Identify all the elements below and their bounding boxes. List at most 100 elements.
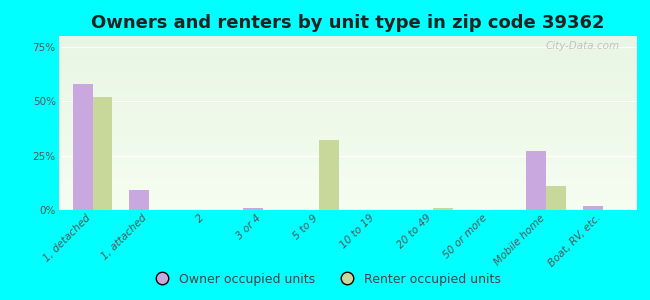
Bar (58, 167, 637, 168)
Bar (58, 168, 637, 170)
Bar (58, 201, 637, 203)
Bar (58, 92, 637, 93)
Bar (58, 175, 637, 177)
Bar (58, 179, 637, 180)
Bar (58, 40, 637, 41)
Bar (92, 97, 112, 210)
Bar (58, 206, 637, 208)
Bar (58, 144, 637, 146)
Bar (58, 146, 637, 147)
Bar (58, 196, 637, 198)
Bar (58, 88, 637, 90)
Bar (58, 140, 637, 142)
Bar (58, 125, 637, 127)
Bar (58, 200, 637, 201)
Bar (58, 67, 637, 69)
Title: Owners and renters by unit type in zip code 39362: Owners and renters by unit type in zip c… (91, 14, 604, 32)
Bar (58, 107, 637, 109)
Bar (58, 55, 637, 57)
Bar (58, 180, 637, 182)
Bar (58, 43, 637, 45)
Bar (58, 194, 637, 196)
Bar (58, 203, 637, 205)
Bar (58, 48, 637, 50)
Bar (546, 186, 566, 210)
Bar (58, 186, 637, 188)
Bar (58, 64, 637, 66)
Bar (58, 158, 637, 160)
Bar (58, 41, 637, 43)
Bar (58, 127, 637, 128)
Bar (58, 139, 637, 140)
Bar (58, 73, 637, 74)
Bar (58, 60, 637, 62)
Bar (58, 97, 637, 99)
Bar (319, 140, 339, 210)
Bar (58, 173, 637, 175)
Bar (58, 153, 637, 154)
Bar (58, 172, 637, 173)
Bar (58, 100, 637, 102)
Bar (73, 84, 92, 210)
Bar (58, 112, 637, 114)
Bar (58, 193, 637, 194)
Bar (583, 206, 603, 210)
Bar (58, 104, 637, 106)
Bar (58, 208, 637, 210)
Bar (58, 62, 637, 64)
Bar (526, 151, 546, 210)
Bar (58, 69, 637, 71)
Bar (58, 128, 637, 130)
Bar (58, 161, 637, 163)
Bar (58, 119, 637, 121)
Bar (58, 38, 637, 40)
Bar (58, 134, 637, 135)
Bar (58, 83, 637, 85)
Bar (58, 50, 637, 52)
Bar (58, 111, 637, 112)
Bar (58, 80, 637, 81)
Bar (58, 160, 637, 161)
Bar (58, 85, 637, 86)
Bar (58, 46, 637, 48)
Bar (58, 163, 637, 165)
Bar (58, 86, 637, 88)
Bar (58, 57, 637, 58)
Bar (58, 95, 637, 97)
Bar (58, 149, 637, 151)
Bar (58, 118, 637, 119)
Bar (58, 66, 637, 67)
Text: City-Data.com: City-Data.com (545, 41, 619, 51)
Bar (58, 130, 637, 132)
Bar (58, 93, 637, 95)
Bar (58, 142, 637, 144)
Bar (58, 170, 637, 172)
Bar (58, 198, 637, 200)
Bar (58, 177, 637, 179)
Bar (58, 156, 637, 158)
Legend: Owner occupied units, Renter occupied units: Owner occupied units, Renter occupied un… (144, 268, 506, 291)
Bar (58, 71, 637, 73)
Bar (58, 58, 637, 60)
Bar (58, 123, 637, 125)
Bar (58, 52, 637, 53)
Bar (58, 53, 637, 55)
Bar (58, 116, 637, 118)
Bar (129, 190, 150, 210)
Bar (58, 147, 637, 149)
Bar (58, 114, 637, 116)
Bar (58, 182, 637, 184)
Bar (58, 109, 637, 111)
Bar (58, 76, 637, 78)
Bar (58, 191, 637, 193)
Bar (58, 132, 637, 134)
Bar (58, 205, 637, 206)
Bar (243, 208, 263, 210)
Bar (58, 99, 637, 100)
Bar (58, 188, 637, 189)
Bar (58, 137, 637, 139)
Bar (58, 121, 637, 123)
Bar (58, 102, 637, 104)
Bar (58, 45, 637, 46)
Bar (58, 36, 637, 38)
